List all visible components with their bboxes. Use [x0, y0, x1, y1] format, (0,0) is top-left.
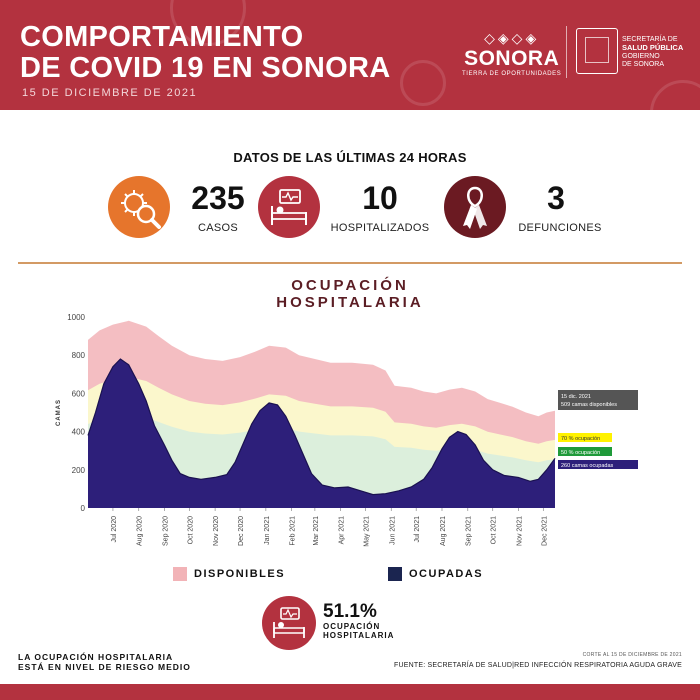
- cutoff-date: CORTE AL 15 DE DICIEMBRE DE 2021: [582, 652, 682, 658]
- annotation-box-disponibles: [558, 390, 638, 410]
- virus-decoration: [400, 60, 446, 106]
- occupancy-title: OCUPACIÓN HOSPITALARIA: [0, 277, 700, 311]
- deaths-circle: [444, 176, 506, 238]
- x-tick-label: Jul 2020: [111, 516, 118, 543]
- x-tick-label: Oct 2021: [491, 516, 498, 545]
- y-tick-label: 1000: [67, 313, 85, 322]
- dept-line-3: GOBIERNO: [622, 53, 660, 60]
- annotation-disponibles: 509 camas disponibles: [561, 402, 617, 408]
- page-title: COMPORTAMIENTO DE COVID 19 EN SONORA: [20, 22, 391, 84]
- x-tick-label: Nov 2020: [213, 516, 220, 546]
- dept-line-1: SECRETARÍA DE: [622, 36, 678, 43]
- risk-line-2: ESTÁ EN NIVEL DE RIESGO MEDIO: [18, 662, 191, 672]
- annotation-date: 15 dic. 2021: [561, 394, 591, 400]
- badge-70-label: 70 % ocupación: [561, 436, 600, 442]
- deaths-value: 3: [547, 180, 565, 216]
- legend-swatch-ocupadas: [388, 567, 402, 581]
- x-tick-label: Oct 2020: [187, 516, 194, 545]
- summary-title: DATOS DE LAS ÚLTIMAS 24 HORAS: [233, 150, 467, 165]
- sonora-glyphs-icon: ◇◈◇◈: [484, 30, 540, 46]
- occupancy-label-line-2: HOSPITALARIA: [323, 631, 395, 640]
- title-line-1: COMPORTAMIENTO: [20, 21, 304, 53]
- hospital-bed-icon: [273, 607, 305, 638]
- x-tick-label: Sep 2020: [162, 516, 169, 546]
- x-tick-label: Dec 2020: [238, 516, 245, 546]
- virus-decoration: [650, 80, 700, 110]
- x-tick-label: May 2021: [364, 516, 371, 547]
- legend-swatch-disponibles: [173, 567, 187, 581]
- y-axis-label: CAMAS: [56, 399, 62, 426]
- badge-70: [558, 433, 612, 442]
- occupancy-percent-label: OCUPACIÓN HOSPITALARIA: [323, 622, 394, 640]
- header-banner: COMPORTAMIENTO DE COVID 19 EN SONORA 15 …: [0, 0, 700, 110]
- virus-search-icon: [121, 190, 161, 229]
- section-divider: [18, 262, 682, 264]
- title-line-2: DE COVID 19 EN SONORA: [20, 52, 391, 84]
- badge-ocupadas-label: 260 camas ocupadas: [561, 463, 614, 469]
- report-date: 15 DE DICIEMBRE DE 2021: [22, 87, 198, 99]
- y-tick-label: 600: [72, 389, 86, 398]
- hospitalized-value: 10: [362, 180, 398, 216]
- dept-line-2: SALUD PÚBLICA: [622, 43, 684, 52]
- occupancy-title-line-2: HOSPITALARIA: [276, 294, 424, 311]
- sonora-logo: ◇◈◇◈ SONORA TIERRA DE OPORTUNIDADES: [462, 30, 561, 77]
- x-tick-label: Apr 2021: [339, 516, 346, 545]
- footer-band: [0, 684, 700, 700]
- cases-circle: [108, 176, 170, 238]
- ocupadas-area: [88, 359, 555, 508]
- hospital-bed-icon: [271, 189, 307, 225]
- occupancy-title-line-1: OCUPACIÓN: [291, 277, 409, 294]
- x-tick-label: Mar 2021: [313, 516, 320, 546]
- occupancy-chart: 0 200 400 600 800 1000 CAMAS Jul 2020 Aug 2020 Se…: [56, 313, 638, 547]
- x-tick-label: Jun 2021: [389, 516, 396, 545]
- badge-50-label: 50 % ocupación: [561, 450, 600, 456]
- x-tick-label: Nov 2021: [516, 516, 523, 546]
- logo-sub: TIERRA DE OPORTUNIDADES: [462, 71, 562, 77]
- legend-label-disponibles: DISPONIBLES: [194, 568, 286, 580]
- occupancy-percent: 51.1%: [323, 601, 377, 622]
- risk-level-text: LA OCUPACIÓN HOSPITALARIA ESTÁ EN NIVEL …: [18, 652, 191, 672]
- legend-label-ocupadas: OCUPADAS: [409, 568, 484, 580]
- cases-label: CASOS: [197, 222, 238, 234]
- logo-word: SONORA: [464, 47, 560, 70]
- cases-value: 235: [191, 180, 245, 216]
- hospitalized-label: HOSPITALIZADOS: [330, 222, 430, 234]
- hospitalized-circle: [258, 176, 320, 238]
- x-tick-label: Aug 2021: [440, 516, 447, 546]
- ocupadas-line: [87, 358, 556, 496]
- occupancy-label-line-1: OCUPACIÓN: [323, 622, 381, 631]
- x-tick-label: Jan 2021: [264, 516, 271, 545]
- y-tick-label: 400: [72, 428, 86, 437]
- y-tick-label: 0: [81, 504, 86, 513]
- x-tick-label: Aug 2020: [137, 516, 144, 546]
- ribbon-icon: [463, 186, 487, 229]
- occupancy-circle: [262, 596, 316, 650]
- deaths-label: DEFUNCIONES: [518, 222, 602, 234]
- logo-divider: [566, 26, 567, 78]
- x-tick-label: Feb 2021: [290, 516, 297, 546]
- x-tick-label: Dec 2021: [541, 516, 548, 546]
- y-tick-label: 200: [72, 466, 86, 475]
- y-tick-label: 800: [72, 351, 86, 360]
- source-text: FUENTE: SECRETARÍA DE SALUD|RED INFECCIÓ…: [394, 662, 682, 669]
- x-tick-label: Jul 2021: [414, 516, 421, 543]
- badge-ocupadas: [558, 460, 638, 469]
- department-logo: SECRETARÍA DE SALUD PÚBLICA GOBIERNO DE …: [622, 36, 683, 69]
- x-tick-label: Sep 2021: [466, 516, 473, 546]
- risk-line-1: LA OCUPACIÓN HOSPITALARIA: [18, 652, 174, 662]
- state-seal-icon: [576, 28, 618, 74]
- badge-50: [558, 447, 612, 456]
- dept-line-4: DE SONORA: [622, 61, 665, 68]
